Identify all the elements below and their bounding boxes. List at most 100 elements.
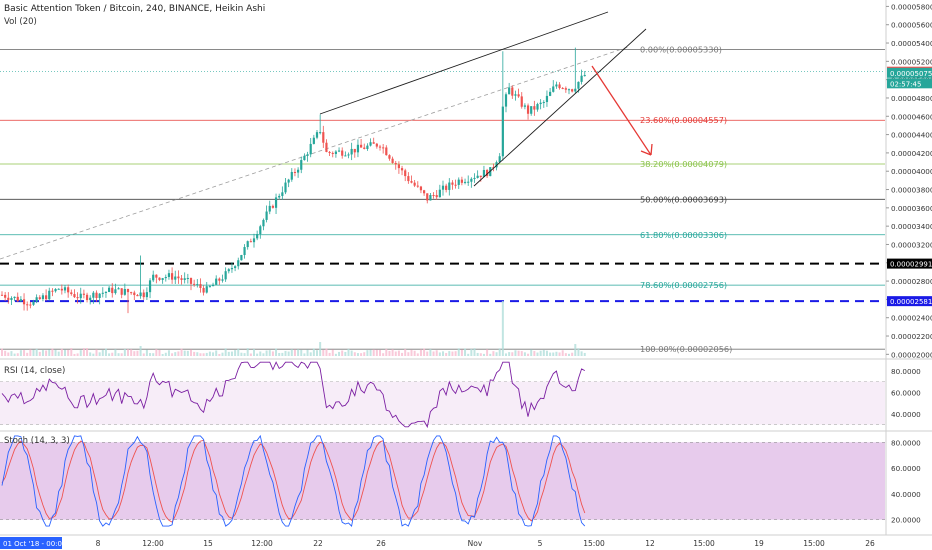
candle-body bbox=[265, 211, 268, 220]
rsi-band bbox=[0, 381, 885, 425]
volume-bar bbox=[265, 350, 268, 356]
candle-body bbox=[32, 301, 35, 305]
volume-bar bbox=[303, 353, 306, 356]
candle-body bbox=[51, 290, 54, 292]
candle-body bbox=[501, 106, 504, 157]
volume-bar bbox=[583, 352, 586, 356]
fib-level-label: 78.60%(0.00002756) bbox=[640, 280, 727, 290]
volume-bar bbox=[19, 350, 22, 356]
candle-body bbox=[470, 178, 473, 182]
candle-body bbox=[539, 102, 542, 105]
candle-body bbox=[360, 144, 363, 148]
time-axis-label: Nov bbox=[468, 539, 483, 548]
candle-body bbox=[328, 151, 331, 153]
candle-body bbox=[429, 195, 432, 201]
volume-bar bbox=[555, 351, 558, 356]
candle-body bbox=[312, 137, 315, 144]
price-axis-bg bbox=[886, 0, 932, 550]
candle-body bbox=[108, 287, 111, 292]
volume-bar bbox=[356, 353, 359, 356]
volume-bar bbox=[580, 351, 583, 356]
candle-body bbox=[35, 297, 38, 302]
volume-bar bbox=[312, 348, 315, 356]
time-axis-label: 5 bbox=[538, 539, 543, 548]
candle-body bbox=[4, 294, 7, 298]
volume-bar bbox=[177, 351, 180, 356]
candle-body bbox=[234, 266, 237, 269]
volume-bar bbox=[164, 352, 167, 356]
candle-body bbox=[227, 269, 230, 272]
price-tag bbox=[887, 296, 932, 307]
candle-body bbox=[136, 295, 139, 297]
candle-body bbox=[369, 142, 372, 146]
volume-bar bbox=[511, 352, 514, 356]
volume-bar bbox=[482, 353, 485, 356]
volume-bar bbox=[432, 351, 435, 356]
candle-body bbox=[397, 164, 400, 169]
candle-body bbox=[183, 278, 186, 280]
volume-bar bbox=[16, 353, 19, 356]
stoch-label: Stoch (14, 3, 3) bbox=[4, 436, 70, 446]
fib-level-label: 100.00%(0.00002056) bbox=[640, 344, 732, 354]
volume-bar bbox=[476, 352, 479, 356]
candle-body bbox=[278, 195, 281, 198]
candle-body bbox=[523, 105, 526, 107]
candle-body bbox=[435, 195, 438, 198]
candle-body bbox=[297, 169, 300, 173]
volume-bar bbox=[111, 352, 114, 356]
price-tag-label: 0.00002991 bbox=[890, 261, 932, 269]
candle-body bbox=[495, 162, 498, 168]
candle-body bbox=[451, 182, 454, 185]
price-tick-label: 0.00002200 bbox=[891, 332, 932, 341]
volume-bar bbox=[328, 352, 331, 356]
candle-body bbox=[256, 234, 259, 239]
volume-bar bbox=[290, 349, 293, 356]
volume-bar bbox=[410, 349, 413, 356]
candle-body bbox=[92, 292, 95, 298]
candle-body bbox=[319, 132, 322, 134]
candle-body bbox=[281, 192, 284, 196]
candle-body bbox=[167, 273, 171, 278]
volume-bar bbox=[199, 353, 202, 356]
volume-bar bbox=[397, 350, 400, 356]
volume-bar bbox=[70, 348, 73, 356]
candle-body bbox=[73, 294, 76, 298]
volume-bar bbox=[297, 349, 300, 356]
volume-bar bbox=[104, 348, 107, 356]
volume-bar bbox=[139, 346, 142, 356]
candle-body bbox=[460, 179, 463, 183]
candle-body bbox=[63, 287, 67, 291]
volume-bar bbox=[253, 349, 255, 356]
candle-body bbox=[552, 86, 555, 92]
volume-bar bbox=[382, 353, 385, 356]
price-tick-label: 0.00005600 bbox=[891, 21, 932, 30]
candle-body bbox=[577, 81, 580, 89]
volume-bar bbox=[7, 352, 10, 356]
candle-body bbox=[284, 182, 287, 193]
volume-bar bbox=[240, 352, 243, 356]
candle-body bbox=[230, 268, 234, 270]
volume-bar bbox=[174, 352, 177, 356]
candle-body bbox=[57, 288, 60, 290]
candle-body bbox=[252, 238, 256, 243]
volume-bar bbox=[479, 353, 482, 356]
volume-bar bbox=[158, 349, 161, 356]
volume-bar bbox=[67, 349, 70, 356]
candle-body bbox=[391, 158, 394, 163]
volume-bar bbox=[426, 351, 429, 356]
rsi-tick-label: 60.0000 bbox=[891, 388, 921, 397]
candle-body bbox=[549, 91, 552, 96]
volume-bar bbox=[442, 351, 444, 356]
volume-bar bbox=[498, 348, 501, 356]
price-tick-label: 0.00002400 bbox=[891, 314, 932, 323]
volume-bar bbox=[363, 352, 366, 356]
time-axis-label: 12:00 bbox=[251, 539, 273, 548]
volume-bar bbox=[57, 351, 60, 356]
wedge-upper-line bbox=[319, 11, 609, 115]
volume-bar bbox=[564, 353, 567, 356]
volume-bar bbox=[183, 350, 186, 356]
candle-body bbox=[347, 154, 350, 156]
candle-body bbox=[416, 185, 419, 187]
candle-body bbox=[171, 273, 174, 280]
